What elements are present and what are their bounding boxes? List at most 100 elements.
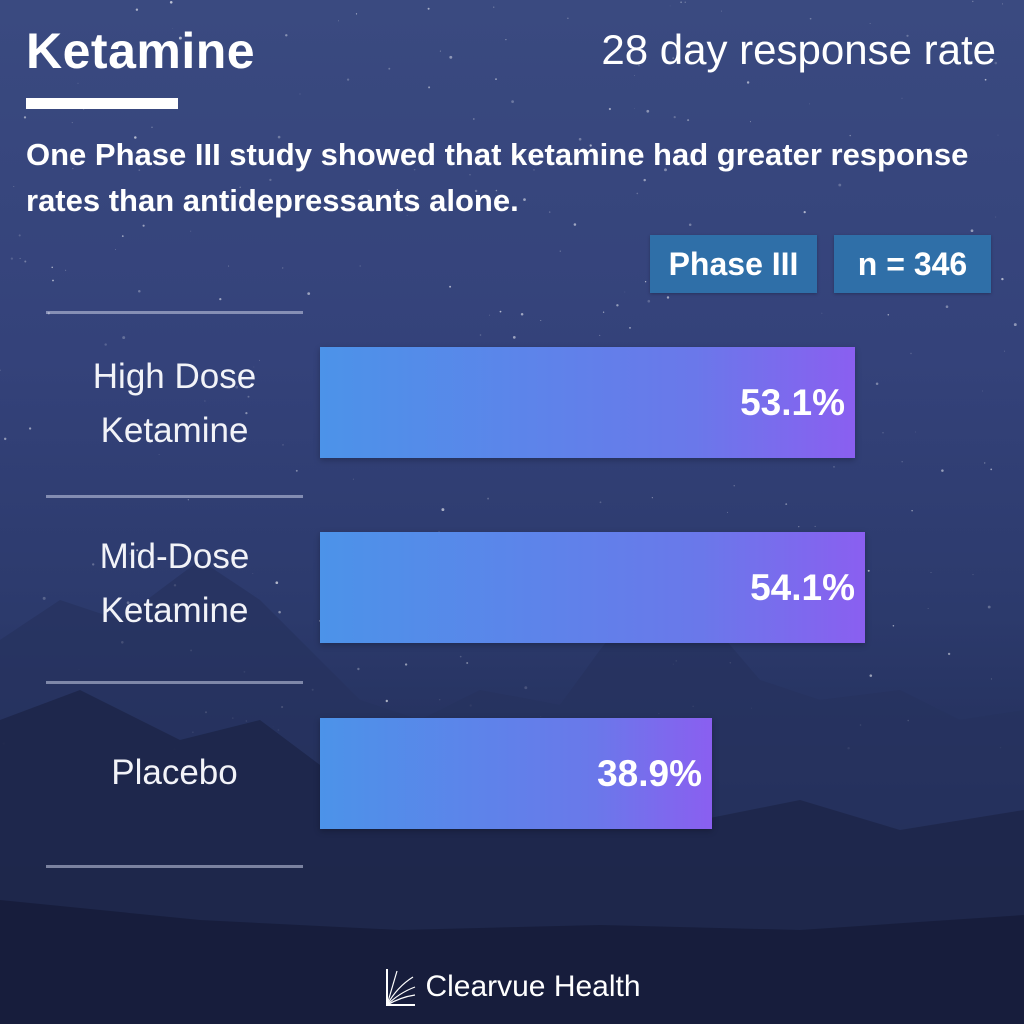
star — [495, 189, 498, 192]
star — [126, 601, 130, 605]
star — [51, 266, 53, 269]
star — [72, 168, 74, 170]
subtitle: One Phase III study showed that ketamine… — [26, 137, 969, 218]
star — [489, 314, 490, 316]
star — [941, 469, 944, 472]
star — [1001, 277, 1004, 281]
star — [887, 314, 890, 316]
star — [982, 390, 983, 392]
star — [449, 285, 452, 288]
star — [138, 290, 141, 293]
star — [984, 462, 986, 464]
star — [52, 279, 54, 282]
star — [252, 572, 254, 574]
star — [459, 655, 462, 658]
star — [404, 663, 408, 666]
star — [727, 511, 728, 513]
star — [520, 313, 524, 316]
star — [469, 174, 471, 176]
star — [142, 224, 145, 227]
star — [77, 82, 79, 84]
star — [733, 485, 735, 487]
star — [28, 427, 32, 430]
star — [533, 169, 535, 171]
star — [441, 508, 445, 512]
row-separator — [46, 865, 303, 868]
star — [259, 359, 261, 361]
star — [368, 189, 370, 192]
star — [346, 78, 350, 81]
star — [278, 610, 281, 614]
star — [178, 36, 182, 40]
star — [495, 78, 497, 80]
star — [428, 86, 431, 89]
bar-value-label: 53.1% — [740, 382, 845, 423]
star — [71, 122, 73, 124]
star — [114, 248, 116, 250]
category-label-line: Ketamine — [100, 591, 249, 630]
star — [474, 189, 478, 193]
category-label-line: Mid-Dose — [99, 537, 250, 576]
star — [0, 369, 1, 372]
star — [624, 291, 626, 293]
star — [573, 223, 577, 226]
star — [540, 319, 542, 321]
star — [439, 50, 441, 52]
star — [282, 444, 284, 446]
star — [23, 116, 27, 119]
star — [245, 411, 248, 415]
star — [684, 1, 686, 3]
bar-placebo: 38.9% — [320, 718, 712, 829]
star — [355, 13, 358, 15]
row-separator — [46, 495, 303, 498]
star — [388, 67, 391, 70]
star — [1013, 323, 1017, 327]
star — [809, 17, 812, 20]
star — [882, 432, 884, 434]
star — [299, 93, 301, 95]
star — [352, 478, 354, 480]
star — [499, 310, 502, 313]
star — [524, 686, 528, 690]
star — [720, 10, 722, 12]
star — [269, 178, 272, 182]
star — [995, 216, 997, 218]
star — [838, 183, 842, 187]
bar-high-dose-ketamine: 53.1% — [320, 347, 855, 458]
bar-mid-dose-ketamine: 54.1% — [320, 532, 865, 643]
page-title: Ketamine — [26, 23, 256, 79]
star — [158, 454, 160, 456]
star — [651, 497, 653, 499]
star — [122, 336, 126, 340]
star — [687, 119, 690, 122]
category-label-line: Placebo — [111, 753, 238, 792]
star — [911, 509, 913, 512]
star — [57, 194, 59, 197]
star — [915, 431, 916, 433]
star — [136, 549, 139, 552]
star — [406, 215, 408, 216]
star — [13, 186, 15, 187]
star — [669, 5, 671, 7]
star — [798, 526, 800, 528]
star — [479, 334, 482, 336]
star — [867, 569, 870, 572]
category-label-line: Ketamine — [100, 411, 249, 450]
star — [466, 662, 469, 664]
star — [927, 608, 929, 609]
star — [406, 204, 409, 207]
star — [231, 428, 234, 431]
star — [307, 292, 311, 295]
star — [439, 699, 441, 701]
star — [647, 299, 651, 303]
star — [803, 211, 806, 214]
star — [945, 305, 949, 308]
star — [295, 469, 298, 472]
star — [357, 667, 360, 671]
star — [680, 1, 682, 4]
star — [906, 34, 909, 37]
star — [875, 382, 879, 386]
bar-value-label: 38.9% — [597, 753, 702, 794]
star — [219, 297, 222, 301]
star — [505, 38, 507, 41]
